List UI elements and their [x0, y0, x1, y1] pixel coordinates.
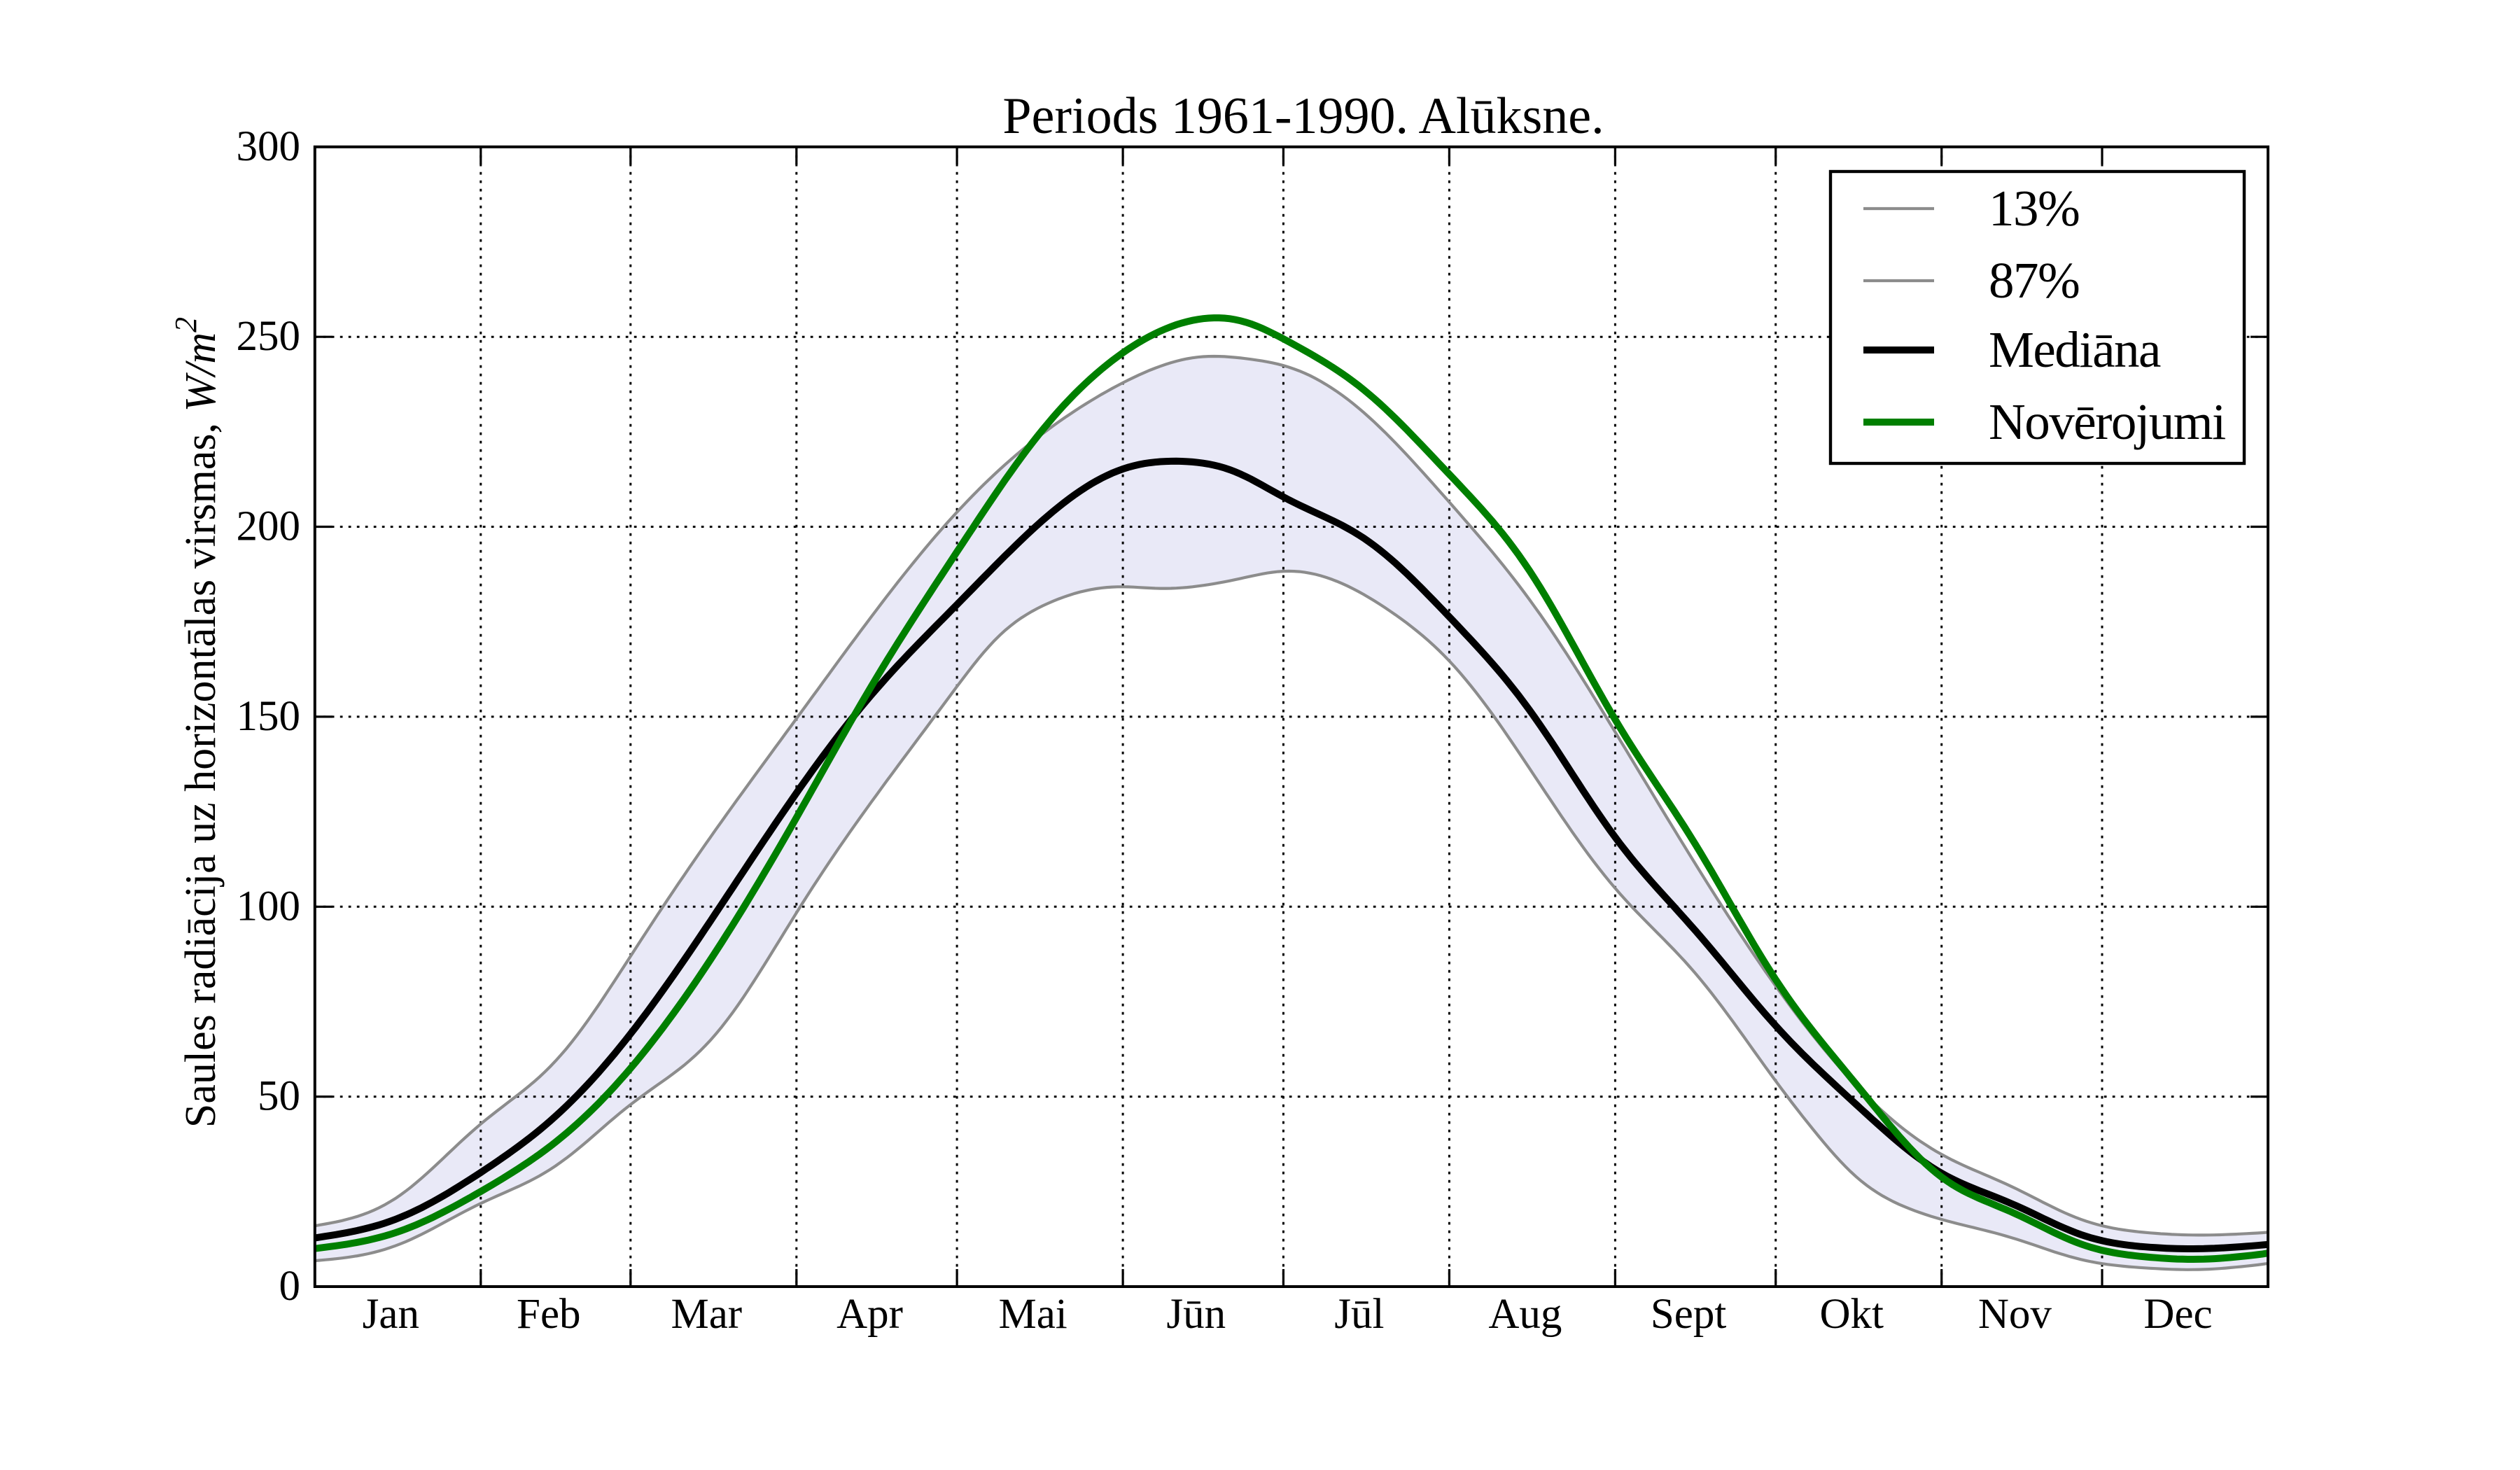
- svg-text:Sept: Sept: [1651, 1291, 1727, 1338]
- svg-text:250: 250: [237, 313, 301, 360]
- svg-text:Feb: Feb: [517, 1291, 581, 1338]
- svg-text:Periods 1961-1990. Alūksne.: Periods 1961-1990. Alūksne.: [1002, 88, 1604, 145]
- svg-text:Novērojumi: Novērojumi: [1989, 393, 2225, 450]
- svg-text:Mediāna: Mediāna: [1989, 321, 2161, 378]
- svg-text:300: 300: [237, 123, 301, 170]
- svg-text:50: 50: [258, 1073, 300, 1120]
- svg-text:87%: 87%: [1989, 252, 2079, 309]
- svg-text:Okt: Okt: [1819, 1291, 1884, 1338]
- svg-text:Nov: Nov: [1978, 1291, 2052, 1338]
- svg-text:Jūl: Jūl: [1334, 1291, 1384, 1338]
- svg-text:Apr: Apr: [836, 1291, 903, 1338]
- svg-text:13%: 13%: [1989, 180, 2079, 237]
- svg-text:200: 200: [237, 503, 301, 550]
- svg-text:Jan: Jan: [363, 1291, 419, 1338]
- svg-text:Saules radiācija uz horizontāl: Saules radiācija uz horizontālas virsmas…: [169, 317, 225, 1128]
- svg-text:0: 0: [279, 1263, 301, 1310]
- svg-text:Dec: Dec: [2143, 1291, 2212, 1338]
- svg-text:Aug: Aug: [1488, 1291, 1562, 1338]
- svg-text:100: 100: [237, 883, 301, 930]
- svg-text:Jūn: Jūn: [1166, 1291, 1226, 1338]
- svg-text:Mar: Mar: [671, 1291, 742, 1338]
- svg-text:Mai: Mai: [998, 1291, 1067, 1338]
- svg-text:150: 150: [237, 693, 301, 740]
